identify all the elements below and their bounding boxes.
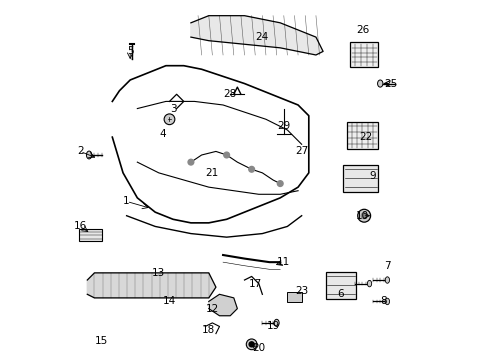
FancyBboxPatch shape	[346, 122, 377, 149]
Text: 21: 21	[205, 168, 219, 178]
FancyBboxPatch shape	[343, 165, 377, 192]
Text: 24: 24	[255, 32, 268, 42]
Text: 2: 2	[77, 147, 83, 157]
Text: 14: 14	[163, 296, 176, 306]
Text: 17: 17	[248, 279, 261, 289]
FancyBboxPatch shape	[349, 42, 378, 67]
Ellipse shape	[385, 298, 389, 305]
Text: 25: 25	[384, 78, 397, 89]
Ellipse shape	[86, 151, 92, 159]
Text: 10: 10	[355, 211, 368, 221]
Circle shape	[246, 339, 257, 350]
Text: 6: 6	[337, 289, 344, 299]
Text: 19: 19	[266, 321, 279, 332]
Text: 7: 7	[383, 261, 390, 271]
Circle shape	[248, 342, 254, 347]
Text: 5: 5	[126, 46, 133, 57]
Text: 9: 9	[369, 171, 376, 181]
Text: 26: 26	[355, 25, 368, 35]
Circle shape	[224, 152, 229, 158]
Text: 4: 4	[159, 129, 165, 139]
Polygon shape	[87, 273, 216, 298]
Polygon shape	[208, 294, 237, 316]
Text: 8: 8	[380, 296, 386, 306]
Text: 28: 28	[223, 89, 236, 99]
Circle shape	[277, 181, 283, 186]
FancyBboxPatch shape	[80, 229, 102, 242]
Text: 3: 3	[169, 104, 176, 113]
Text: 29: 29	[277, 121, 290, 131]
Circle shape	[361, 213, 366, 219]
Text: 12: 12	[205, 303, 219, 314]
Ellipse shape	[366, 280, 371, 287]
FancyBboxPatch shape	[325, 272, 356, 299]
Polygon shape	[190, 16, 323, 55]
Text: 23: 23	[294, 286, 307, 296]
Text: 27: 27	[294, 147, 307, 157]
Text: 11: 11	[277, 257, 290, 267]
FancyBboxPatch shape	[286, 292, 302, 302]
Text: 1: 1	[123, 197, 130, 206]
Text: 18: 18	[202, 325, 215, 335]
Ellipse shape	[274, 319, 279, 327]
Circle shape	[164, 114, 175, 125]
Text: 13: 13	[152, 268, 165, 278]
Circle shape	[188, 159, 193, 165]
Circle shape	[248, 166, 254, 172]
Text: 15: 15	[95, 336, 108, 346]
Ellipse shape	[377, 80, 382, 87]
Text: 22: 22	[359, 132, 372, 142]
Text: 20: 20	[252, 343, 265, 353]
Ellipse shape	[385, 277, 389, 283]
Circle shape	[357, 209, 370, 222]
Text: 16: 16	[73, 221, 87, 231]
